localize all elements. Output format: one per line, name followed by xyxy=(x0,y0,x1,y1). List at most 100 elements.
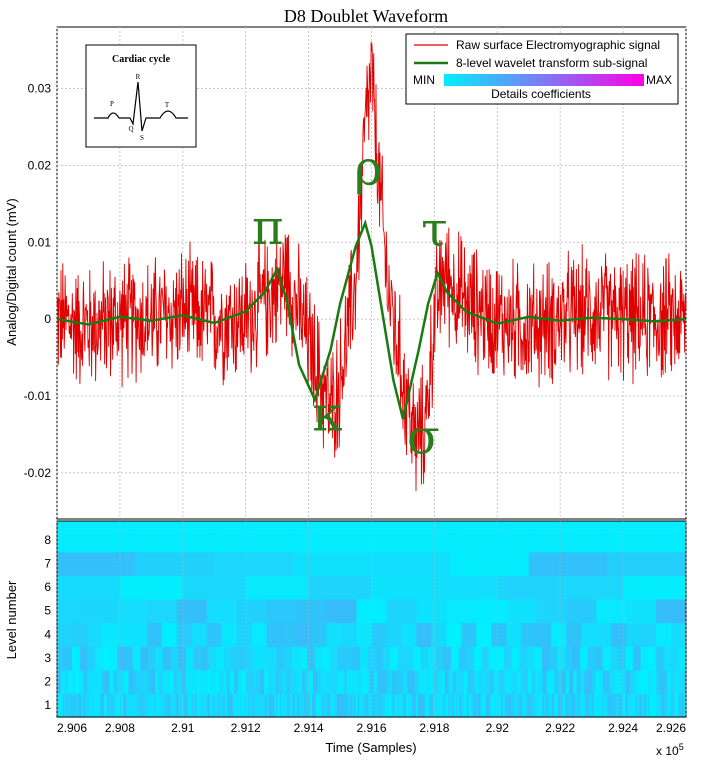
heatmap-cell xyxy=(151,669,156,694)
heatmap-cell xyxy=(101,622,118,647)
heatmap-cell xyxy=(166,693,170,718)
heatmap-cell xyxy=(215,693,219,718)
heatmap-cell xyxy=(422,669,427,694)
heatmap-cell xyxy=(202,693,205,718)
heatmap-cell xyxy=(275,669,280,694)
heatmap-cell xyxy=(441,669,446,694)
heatmap-cell xyxy=(163,646,172,671)
heatmap-cell xyxy=(274,693,277,718)
heatmap-cell xyxy=(131,622,148,647)
heatmap-cell xyxy=(481,646,490,671)
heatmap-cell xyxy=(621,669,627,694)
inset-frame xyxy=(85,44,197,148)
heatmap-cell xyxy=(72,693,75,718)
heatmap-cell xyxy=(385,693,389,718)
heatmap-cell xyxy=(334,693,338,718)
heatmap-cell xyxy=(676,693,680,718)
heatmap-cell xyxy=(311,622,328,647)
heatmap-cell xyxy=(306,693,309,718)
heatmap-cell xyxy=(429,669,435,694)
heatmap-cell xyxy=(388,669,393,694)
heatmap-cell xyxy=(57,622,73,647)
heatmap-cell xyxy=(497,669,503,694)
heatmap-cell xyxy=(656,622,672,647)
heatmap-cell xyxy=(260,669,265,694)
heatmap-cell xyxy=(182,575,247,600)
heatmap-cell xyxy=(169,669,175,694)
heatmap-cell xyxy=(514,693,517,718)
heatmap-cell xyxy=(109,693,113,718)
heatmap-cell xyxy=(597,693,600,718)
heatmap-cell xyxy=(319,693,323,718)
heatmap-cell xyxy=(340,693,343,718)
heatmap-cell xyxy=(398,646,407,671)
heatmap-cell xyxy=(255,693,258,718)
heatmap-cell xyxy=(573,669,578,694)
heatmap-cell xyxy=(402,693,406,718)
heatmap-cell xyxy=(569,669,574,694)
top-y-ticks: -0.02 -0.01 0 0.01 0.02 0.03 xyxy=(24,82,52,480)
level-ticks: 1 2 3 4 5 6 7 8 xyxy=(44,533,51,712)
heatmap-cell xyxy=(512,669,518,694)
heatmap-cell xyxy=(176,693,179,718)
heatmap-cell xyxy=(293,693,296,718)
heatmap-cell xyxy=(123,693,126,718)
heatmap-cell xyxy=(372,693,375,718)
heatmap-cell xyxy=(185,646,195,671)
heatmap-cell xyxy=(74,693,77,718)
heatmap-cell xyxy=(563,693,566,718)
heatmap-cell xyxy=(550,669,555,694)
heatmap-cell xyxy=(296,693,300,718)
heatmap-cell xyxy=(336,693,340,718)
heatmap-cell xyxy=(497,575,561,600)
heatmap-cell xyxy=(578,693,581,718)
heatmap-cell xyxy=(416,598,447,624)
heatmap-cell xyxy=(68,693,71,718)
heatmap-cell xyxy=(641,622,657,647)
heatmap-cell xyxy=(636,693,640,718)
heatmap-cell xyxy=(185,693,188,718)
heatmap-cell xyxy=(317,693,321,718)
heatmap-cell xyxy=(497,693,500,718)
heatmap-cell xyxy=(116,622,133,647)
heatmap-cell xyxy=(638,693,642,718)
heatmap-cell xyxy=(108,693,111,718)
heatmap-cell xyxy=(536,598,567,624)
heatmap-cell xyxy=(528,528,608,553)
heatmap-cell xyxy=(531,669,536,694)
heatmap-cell xyxy=(71,622,88,647)
heatmap-cell xyxy=(283,693,287,718)
heatmap-cell xyxy=(252,669,258,694)
heatmap-cell xyxy=(478,693,481,718)
heatmap-cell xyxy=(341,622,358,647)
heatmap-cell xyxy=(234,669,239,694)
heatmap-cell xyxy=(228,693,232,718)
heatmap-cell xyxy=(502,693,506,718)
heatmap-cell xyxy=(211,693,215,718)
heatmap-cell xyxy=(308,693,311,718)
heatmap-cell xyxy=(237,669,243,694)
heatmap-cell xyxy=(610,669,616,694)
heatmap-cell xyxy=(183,693,187,718)
heatmap-cell xyxy=(193,693,196,718)
heatmap-cell xyxy=(433,669,439,694)
heatmap-cell xyxy=(236,598,268,624)
heatmap-cell xyxy=(648,646,657,671)
heatmap-cell xyxy=(640,693,644,718)
heatmap-cell xyxy=(471,669,476,694)
heatmap-cell xyxy=(366,693,370,718)
heatmap-cell xyxy=(387,693,391,718)
heatmap-cell xyxy=(343,669,348,694)
legend-label-wavelet: 8-level wavelet transform sub-signal xyxy=(456,56,647,70)
heatmap-cell xyxy=(146,598,178,624)
inset-label-r: R xyxy=(136,73,141,81)
heatmap-cell xyxy=(591,669,597,694)
wave-annotations: π ρτ κ σ xyxy=(252,141,448,466)
heatmap-cell xyxy=(302,693,306,718)
heatmap-cell xyxy=(414,669,420,694)
heatmap-cell xyxy=(576,693,579,718)
heatmap-cell xyxy=(330,693,334,718)
heatmap-cell xyxy=(216,646,225,671)
heatmap-cell xyxy=(64,669,69,694)
heatmap-cell xyxy=(305,669,310,694)
